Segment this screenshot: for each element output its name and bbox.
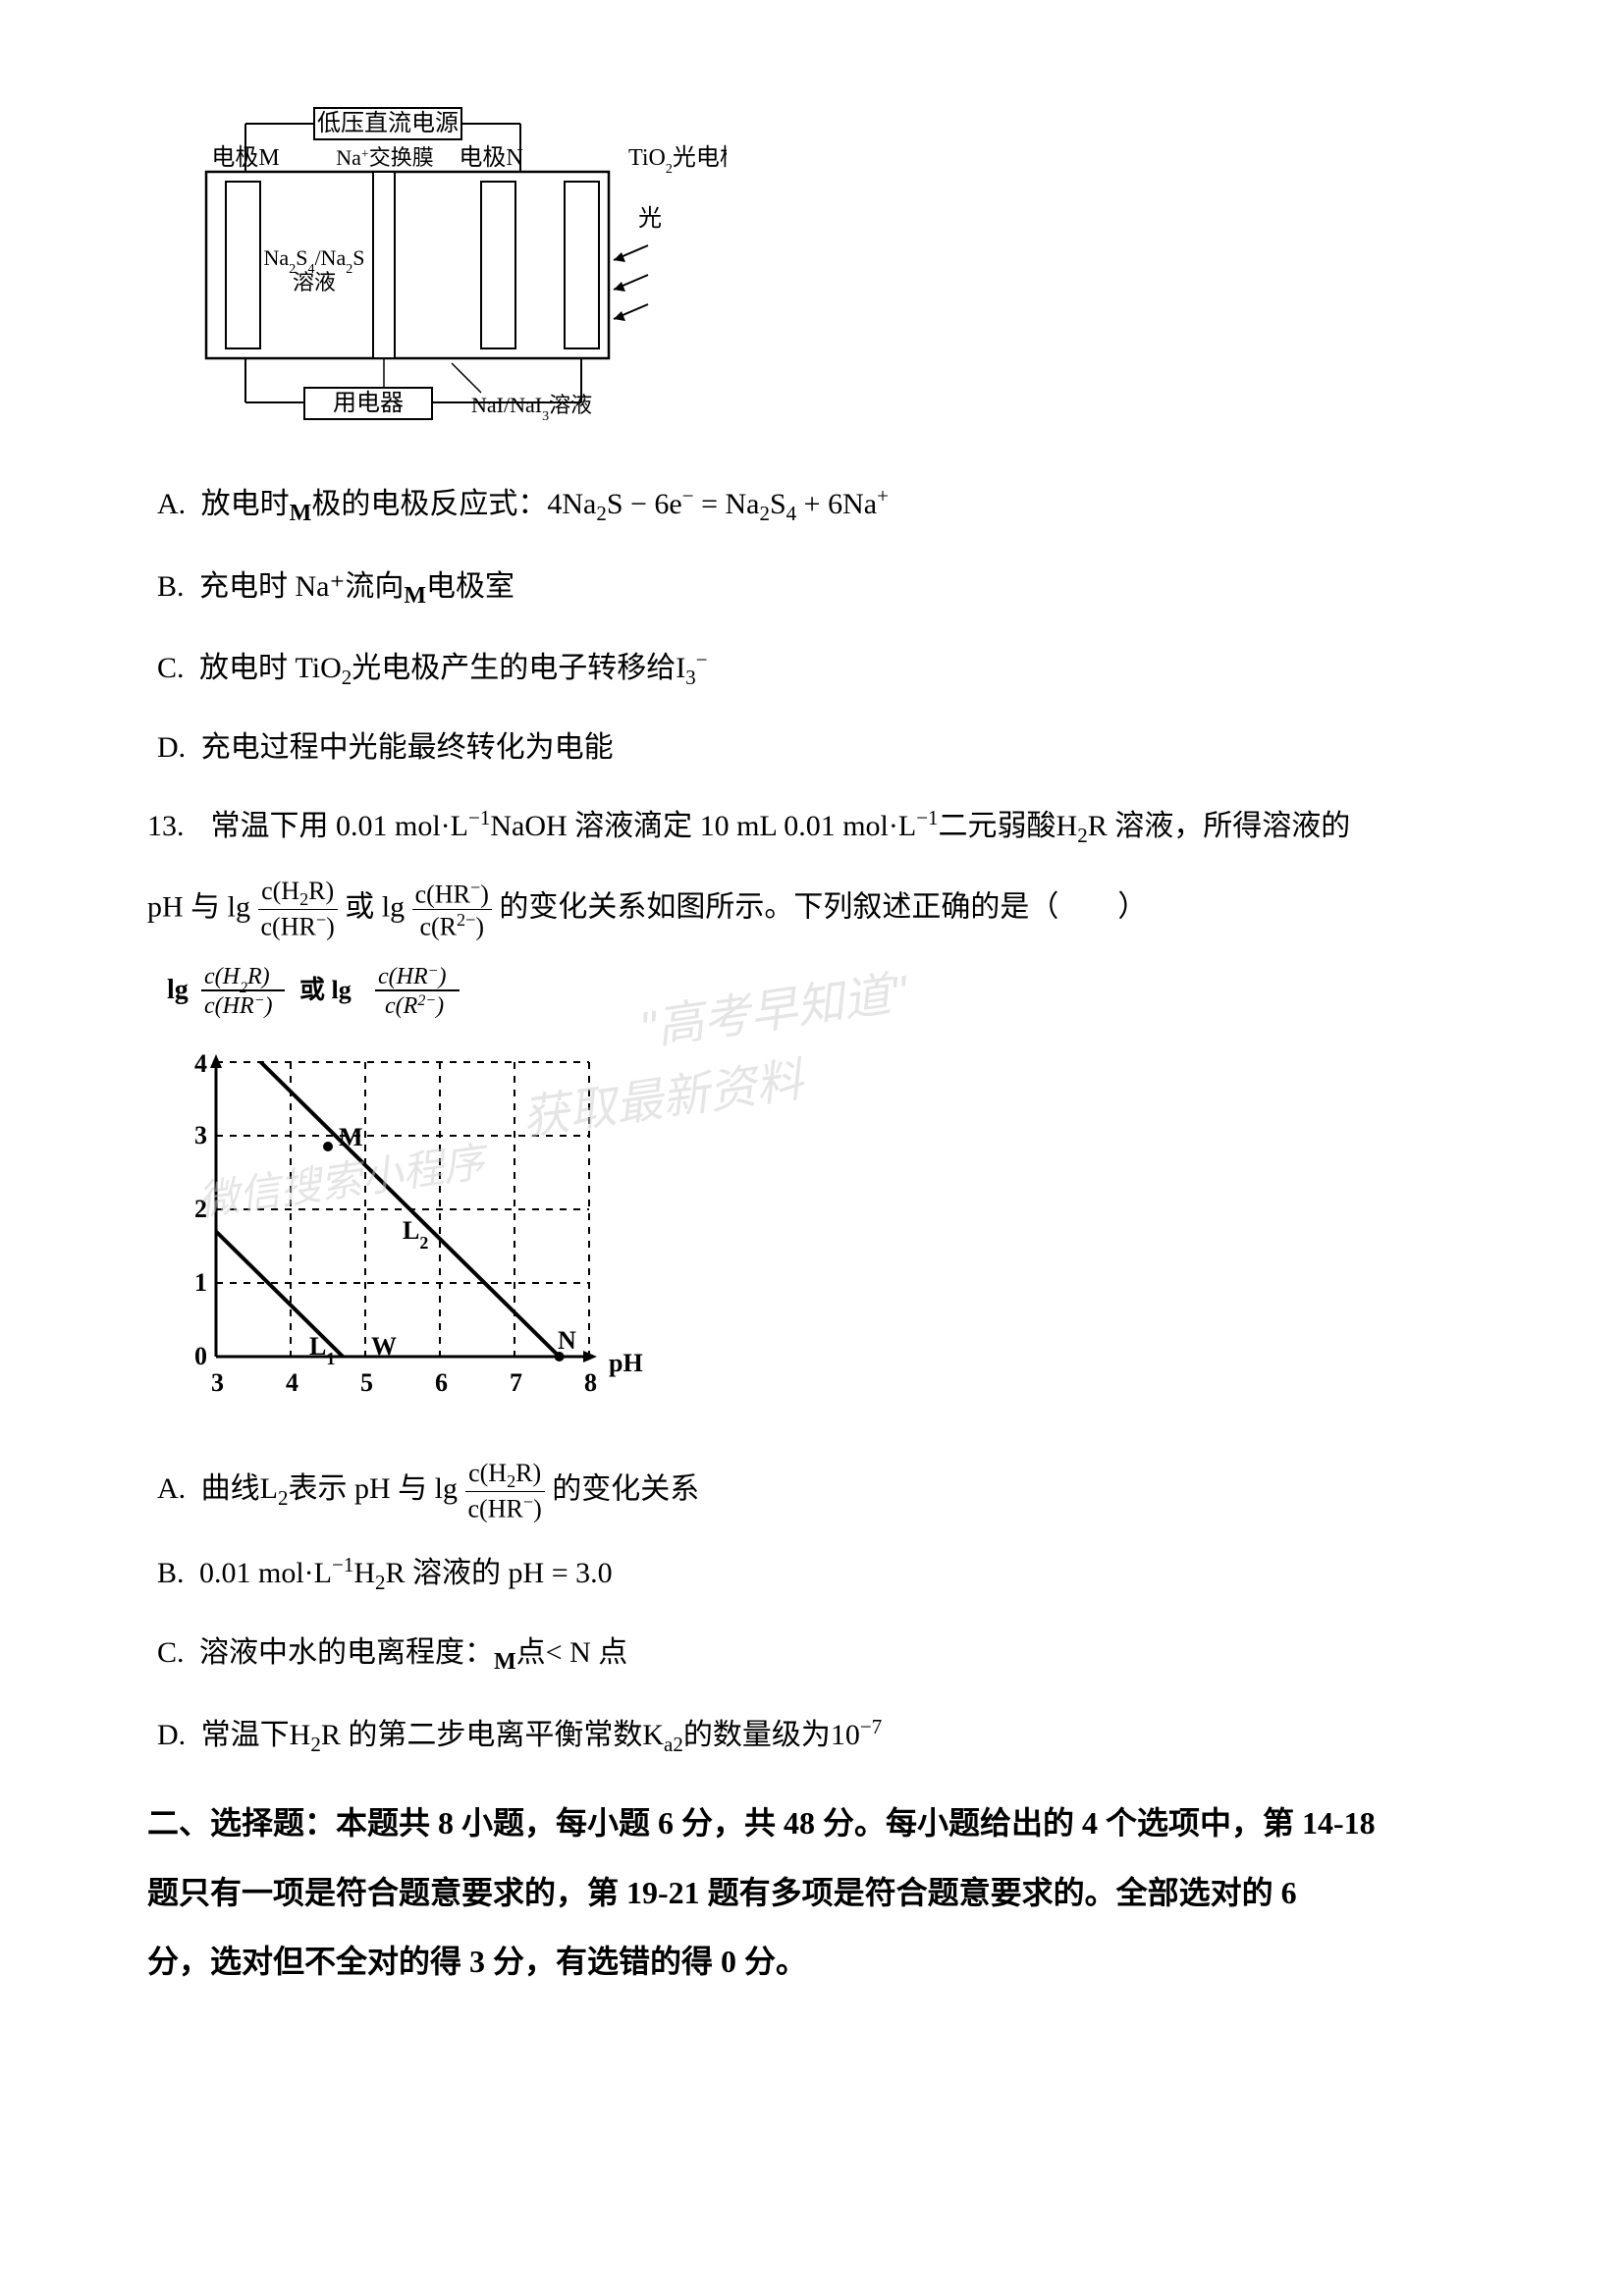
svg-text:W: W [371, 1332, 397, 1361]
option-13C: C. 溶液中水的电离程度：M点< N 点 [157, 1625, 1477, 1685]
titration-chart: lg c(H2R) c(HR−) 或 lg c(HR−) c(R2−) M W [157, 964, 1477, 1430]
option-13D: D. 常温下H2R 的第二步电离平衡常数Ka2的数量级为10−7 [157, 1707, 1477, 1765]
solution2-label: NaI/NaI3溶液 [471, 393, 592, 424]
svg-text:3: 3 [211, 1368, 224, 1397]
membrane-label: Na+交换膜 [336, 145, 434, 170]
svg-text:6: 6 [435, 1368, 448, 1397]
question-13-stem-2: pH 与 lg c(H2R)c(HR−) 或 lg c(HR−)c(R2−) 的… [147, 878, 1477, 942]
svg-text:L1: L1 [309, 1332, 335, 1368]
svg-text:溶液: 溶液 [293, 270, 336, 294]
tio2-label: TiO2光电极 [628, 144, 727, 177]
option-12A: A. 放电时M极的电极反应式：4Na2S − 6e− = Na2S4 + 6Na… [157, 476, 1477, 537]
svg-text:lg: lg [167, 975, 189, 1005]
electrode-n-label: 电极N [459, 144, 522, 171]
svg-text:0: 0 [194, 1342, 207, 1370]
svg-text:1: 1 [194, 1268, 207, 1297]
svg-text:M: M [339, 1123, 363, 1151]
svg-text:或 lg: 或 lg [299, 976, 352, 1004]
option-12D: D. 充电过程中光能最终转化为电能 [157, 720, 1477, 775]
electrochemical-diagram: 低压直流电源 电极M Na+交换膜 电极N TiO2光电极 Na2S4/Na2S… [177, 98, 1477, 437]
svg-text:c(HR−): c(HR−) [204, 991, 272, 1019]
svg-text:3: 3 [194, 1121, 207, 1149]
option-13A: A. 曲线L2表示 pH 与 lg c(H2R)c(HR−) 的变化关系 [157, 1460, 1477, 1523]
electrode-m-label: 电极M [211, 144, 279, 171]
svg-text:pH: pH [609, 1349, 643, 1377]
option-12C: C. 放电时 TiO2光电极产生的电子转移给I3− [157, 640, 1477, 698]
light-label: 光 [638, 205, 662, 232]
section-2-header: 二、选择题：本题共 8 小题，每小题 6 分，共 48 分。每小题给出的 4 个… [147, 1789, 1477, 1996]
option-13B: B. 0.01 mol·L−1H2R 溶液的 pH = 3.0 [157, 1545, 1477, 1603]
svg-text:N: N [558, 1326, 576, 1355]
svg-text:5: 5 [360, 1368, 373, 1397]
svg-text:8: 8 [584, 1368, 597, 1397]
svg-text:c(R2−): c(R2−) [385, 991, 444, 1019]
appliance-label: 用电器 [333, 390, 404, 416]
svg-text:c(HR−): c(HR−) [378, 964, 446, 989]
svg-text:4: 4 [194, 1049, 207, 1078]
question-13-stem: 13. 常温下用 0.01 mol·L−1NaOH 溶液滴定 10 mL 0.0… [147, 797, 1477, 856]
svg-text:7: 7 [510, 1368, 522, 1397]
option-12B: B. 充电时 Na⁺流向M电极室 [157, 559, 1477, 619]
svg-text:2: 2 [194, 1195, 207, 1223]
svg-text:4: 4 [286, 1368, 298, 1397]
power-source-label: 低压直流电源 [317, 110, 459, 136]
